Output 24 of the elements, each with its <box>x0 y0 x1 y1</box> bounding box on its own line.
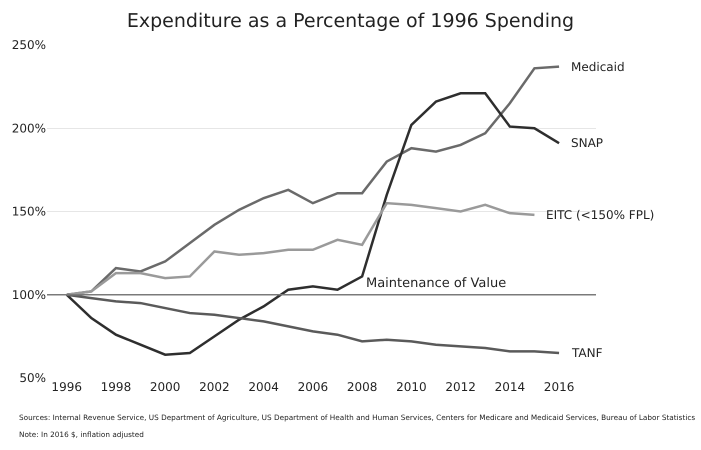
x-tick-label: 2016 <box>544 380 574 394</box>
x-tick-label: 2014 <box>494 380 526 394</box>
y-tick-label: 50% <box>19 371 46 386</box>
series-label: Medicaid <box>571 60 625 74</box>
x-tick-label: 2010 <box>396 380 427 394</box>
y-tick-label: 100% <box>12 288 46 302</box>
series-label: EITC (<150% FPL) <box>546 208 654 222</box>
y-tick-label: 250% <box>12 38 46 52</box>
y-tick-label: 150% <box>12 204 46 219</box>
chart-title: Expenditure as a Percentage of 1996 Spending <box>126 10 574 32</box>
x-tick-label: 2008 <box>346 380 378 394</box>
x-tick-label: 2002 <box>199 380 230 394</box>
x-tick-label: 2006 <box>298 380 328 394</box>
y-tick-label: 200% <box>12 121 46 136</box>
ref-line-label: Maintenance of Value <box>366 276 506 291</box>
x-tick-label: 2004 <box>248 380 279 394</box>
x-tick-label: 2000 <box>150 380 180 394</box>
line-series <box>65 202 536 296</box>
x-tick-label: 1998 <box>100 380 132 394</box>
series-label: SNAP <box>571 136 604 150</box>
x-tick-label: 2012 <box>445 380 476 394</box>
series-label: TANF <box>571 346 603 360</box>
x-tick-label: 1996 <box>51 380 82 394</box>
line-series <box>65 294 560 354</box>
